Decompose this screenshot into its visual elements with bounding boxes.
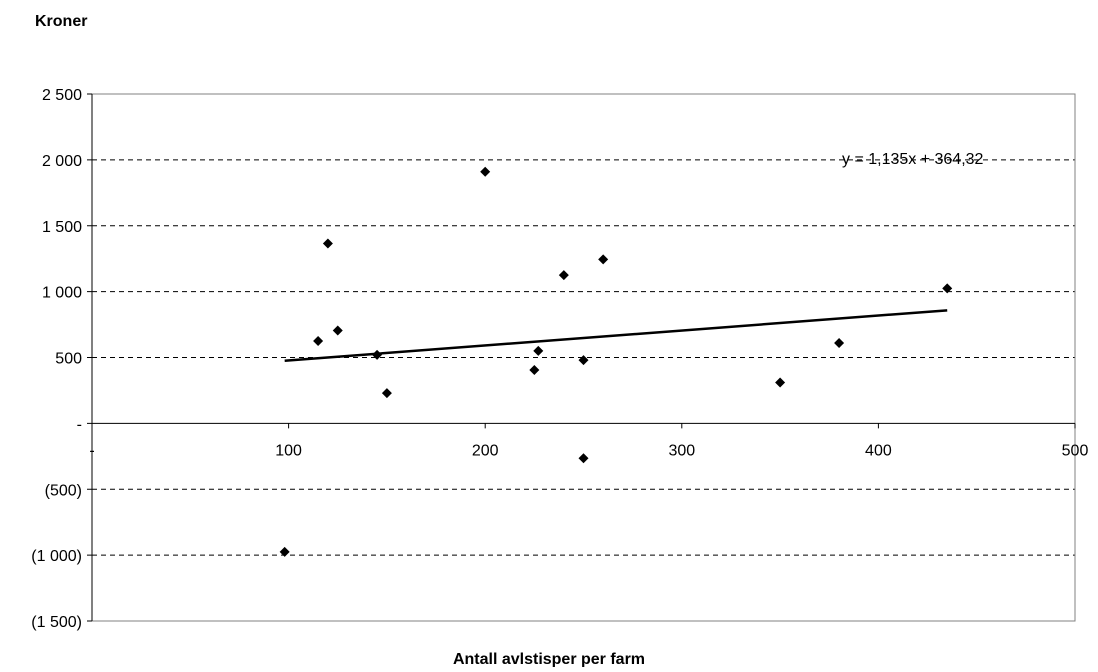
x-tick-label: 500 (1062, 442, 1089, 459)
trendline-group (284, 309, 948, 362)
gridlines (92, 159, 1075, 556)
data-point (529, 365, 540, 376)
data-point (279, 546, 290, 557)
y-tick-label: 2 500 (42, 87, 82, 104)
data-point (322, 238, 333, 249)
y-tick-label: 1 000 (42, 285, 82, 302)
x-tick-label: 100 (275, 442, 302, 459)
data-points (279, 166, 953, 557)
y-tick-label: 2 000 (42, 153, 82, 170)
x-axis-title: Antall avlstisper per farm (453, 651, 645, 667)
x-tick-label: 400 (865, 442, 892, 459)
trendline-equation: y = 1,135x + 364,32 (842, 151, 984, 168)
data-point (332, 325, 343, 336)
y-tick-label: 1 500 (42, 219, 82, 236)
y-axis-title: Kroner (35, 13, 87, 30)
axes (87, 93, 1076, 622)
data-point (372, 349, 383, 360)
x-tick-label: - (89, 442, 94, 459)
data-point (381, 388, 392, 399)
data-point (313, 336, 324, 347)
data-point (480, 166, 491, 177)
y-tick-label: 500 (55, 351, 82, 368)
data-point (775, 377, 786, 388)
y-tick-label: - (77, 416, 82, 433)
y-tick-label: (1 500) (31, 614, 82, 631)
data-point (533, 345, 544, 356)
x-tick-label: 200 (472, 442, 499, 459)
y-tick-label: (1 000) (31, 548, 82, 565)
data-point (578, 453, 589, 464)
data-point (942, 283, 953, 294)
x-tick-label: 300 (668, 442, 695, 459)
data-point (578, 355, 589, 366)
y-tick-label: (500) (45, 482, 82, 499)
trendline (284, 309, 948, 362)
data-point (834, 338, 845, 349)
data-point (558, 270, 569, 281)
tick-labels: 2 500 2 000 1 500 1 000 500 - (500) (1 000) (1 5… (31, 87, 1088, 631)
data-point (598, 254, 609, 265)
